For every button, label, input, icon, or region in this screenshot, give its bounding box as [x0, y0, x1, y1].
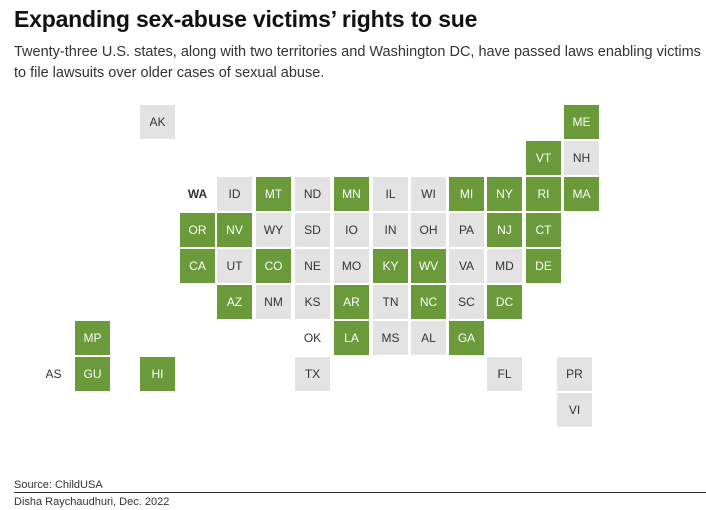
state-tile-sc: SC [449, 285, 484, 319]
state-tile-pr: PR [557, 357, 592, 391]
state-tile-mt: MT [256, 177, 291, 211]
state-tile-co: CO [256, 249, 291, 283]
source-note: Source: ChildUSA [14, 479, 103, 491]
state-tile-gu: GU [75, 357, 110, 391]
state-tile-mp: MP [75, 321, 110, 355]
state-tile-mo: MO [334, 249, 369, 283]
state-tile-wy: WY [256, 213, 291, 247]
credit-note: Disha Raychaudhuri, Dec. 2022 [14, 496, 170, 508]
state-tile-nc: NC [411, 285, 446, 319]
state-tile-ma: MA [564, 177, 599, 211]
state-tile-in: IN [373, 213, 408, 247]
state-tile-tx: TX [295, 357, 330, 391]
state-tile-ca: CA [180, 249, 215, 283]
chart-title: Expanding sex-abuse victims’ rights to s… [14, 6, 478, 32]
state-tile-tn: TN [373, 285, 408, 319]
state-tile-ok: OK [303, 331, 322, 345]
state-tile-fl: FL [487, 357, 522, 391]
state-tile-nh: NH [564, 141, 599, 175]
state-tile-ct: CT [526, 213, 561, 247]
state-tile-az: AZ [217, 285, 252, 319]
state-tile-de: DE [526, 249, 561, 283]
state-tile-ak: AK [140, 105, 175, 139]
state-tile-ks: KS [295, 285, 330, 319]
state-tile-me: ME [564, 105, 599, 139]
state-tile-ga: GA [449, 321, 484, 355]
state-tile-wi: WI [411, 177, 446, 211]
state-tile-or: OR [180, 213, 215, 247]
state-tile-id: ID [217, 177, 252, 211]
state-tile-io: IO [334, 213, 369, 247]
state-tile-vt: VT [526, 141, 561, 175]
state-tile-dc: DC [487, 285, 522, 319]
state-tile-as: AS [45, 367, 62, 381]
state-tile-il: IL [373, 177, 408, 211]
state-tile-nv: NV [217, 213, 252, 247]
state-tile-md: MD [487, 249, 522, 283]
state-tile-oh: OH [411, 213, 446, 247]
state-tile-wv: WV [411, 249, 446, 283]
state-tile-mi: MI [449, 177, 484, 211]
state-tile-wa: WA [187, 187, 208, 201]
state-tile-ri: RI [526, 177, 561, 211]
footer-divider [14, 492, 706, 493]
state-tile-la: LA [334, 321, 369, 355]
state-tile-al: AL [411, 321, 446, 355]
state-tile-va: VA [449, 249, 484, 283]
state-tile-nj: NJ [487, 213, 522, 247]
state-tile-mn: MN [334, 177, 369, 211]
state-tile-ky: KY [373, 249, 408, 283]
state-tile-pa: PA [449, 213, 484, 247]
state-tile-ut: UT [217, 249, 252, 283]
state-tile-ny: NY [487, 177, 522, 211]
state-tile-vi: VI [557, 393, 592, 427]
state-tile-nm: NM [256, 285, 291, 319]
state-tile-nd: ND [295, 177, 330, 211]
state-tile-ne: NE [295, 249, 330, 283]
state-tile-hi: HI [140, 357, 175, 391]
chart-subtitle: Twenty-three U.S. states, along with two… [14, 44, 701, 81]
state-tile-ar: AR [334, 285, 369, 319]
state-tile-sd: SD [295, 213, 330, 247]
state-tile-ms: MS [373, 321, 408, 355]
